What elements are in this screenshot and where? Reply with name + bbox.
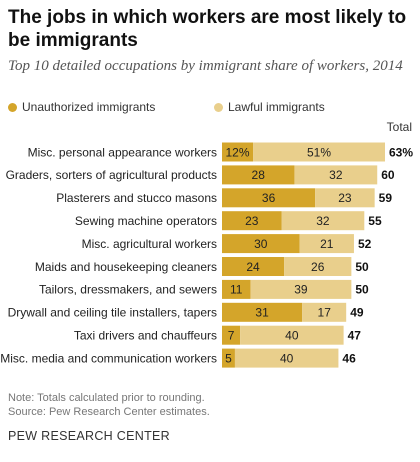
bar-value-unauthorized: 23: [245, 214, 259, 228]
bar-value-unauthorized: 31: [255, 306, 269, 320]
bar-unauthorized: [222, 211, 282, 231]
bar-value-lawful: 23: [338, 191, 352, 205]
bar-value-unauthorized: 12%: [226, 145, 250, 159]
bar-value-lawful: 40: [285, 329, 299, 343]
bar-lawful: [253, 142, 385, 162]
category-label: Misc. media and communication workers: [0, 351, 217, 365]
bar-lawful: [234, 348, 339, 368]
bar-lawful: [302, 302, 347, 322]
stacked-bar-chart: Misc. personal appearance workers 12% 51% 6…: [0, 142, 413, 368]
bar-unauthorized: [222, 279, 251, 299]
bar-value-lawful: 21: [320, 237, 334, 251]
chart-title: The jobs in which workers are most likel…: [8, 7, 407, 51]
note-text: Note: Totals calculated prior to roundin…: [8, 392, 205, 404]
bar-unauthorized: [222, 348, 235, 368]
source-text: Source: Pew Research Center estimates.: [8, 406, 210, 418]
bar-value-unauthorized: 28: [252, 168, 266, 182]
legend-item-lawful: Lawful immigrants: [214, 100, 325, 114]
bar-value-lawful: 32: [316, 214, 330, 228]
bar-unauthorized: [222, 325, 241, 345]
bar-value-lawful: 51%: [307, 145, 331, 159]
total-value: 60: [381, 168, 395, 182]
chart-subtitle: Top 10 detailed occupations by immigrant…: [8, 58, 403, 74]
total-column-header: Total: [386, 120, 412, 134]
category-label: Drywall and ceiling tile installers, tap…: [8, 306, 217, 320]
bar-lawful: [299, 234, 354, 254]
total-value: 63%: [389, 145, 413, 159]
category-label: Misc. agricultural workers: [82, 237, 217, 251]
bar-lawful: [315, 188, 375, 208]
bar-value-unauthorized: 7: [228, 329, 235, 343]
bar-lawful: [250, 279, 352, 299]
bar-unauthorized: [222, 188, 316, 208]
total-value: 46: [342, 351, 356, 365]
total-value: 55: [368, 214, 382, 228]
bar-lawful: [294, 165, 378, 185]
bar-lawful: [240, 325, 344, 345]
bar-unauthorized: [222, 302, 303, 322]
bar-value-lawful: 17: [318, 306, 332, 320]
category-label: Tailors, dressmakers, and sewers: [39, 283, 217, 297]
bar-value-lawful: 32: [329, 168, 343, 182]
bar-value-lawful: 39: [294, 283, 308, 297]
total-value: 52: [358, 237, 372, 251]
legend-label-unauthorized: Unauthorized immigrants: [22, 100, 156, 114]
bar-unauthorized: [222, 165, 295, 185]
category-label: Graders, sorters of agricultural product…: [6, 168, 217, 182]
brand-label: PEW RESEARCH CENTER: [8, 429, 170, 443]
bar-value-unauthorized: 30: [254, 237, 268, 251]
total-value: 59: [379, 191, 393, 205]
total-value: 50: [355, 283, 369, 297]
category-label: Maids and housekeeping cleaners: [35, 260, 217, 274]
total-value: 49: [350, 306, 364, 320]
legend-label-lawful: Lawful immigrants: [228, 100, 325, 114]
bar-value-lawful: 40: [280, 351, 294, 365]
category-label: Plasterers and stucco masons: [56, 191, 217, 205]
legend-swatch-unauthorized: [8, 102, 17, 112]
category-label: Misc. personal appearance workers: [28, 145, 217, 159]
category-label: Taxi drivers and chauffeurs: [74, 329, 217, 343]
bar-value-unauthorized: 11: [230, 283, 243, 297]
legend-item-unauthorized: Unauthorized immigrants: [8, 100, 155, 114]
bar-unauthorized: [222, 234, 300, 254]
bar-value-unauthorized: 36: [262, 191, 276, 205]
bar-value-unauthorized: 5: [225, 351, 232, 365]
bar-lawful: [284, 257, 352, 276]
total-value: 47: [348, 329, 362, 343]
category-label: Sewing machine operators: [75, 214, 217, 228]
legend-swatch-lawful: [214, 102, 223, 112]
bar-lawful: [281, 211, 365, 231]
bar-value-lawful: 26: [311, 260, 325, 274]
bar-unauthorized: [222, 257, 285, 276]
bar-unauthorized: [222, 142, 254, 162]
bar-value-unauthorized: 24: [246, 260, 260, 274]
footnote: Note: Totals calculated prior to roundin…: [8, 391, 210, 419]
total-value: 50: [355, 260, 369, 274]
